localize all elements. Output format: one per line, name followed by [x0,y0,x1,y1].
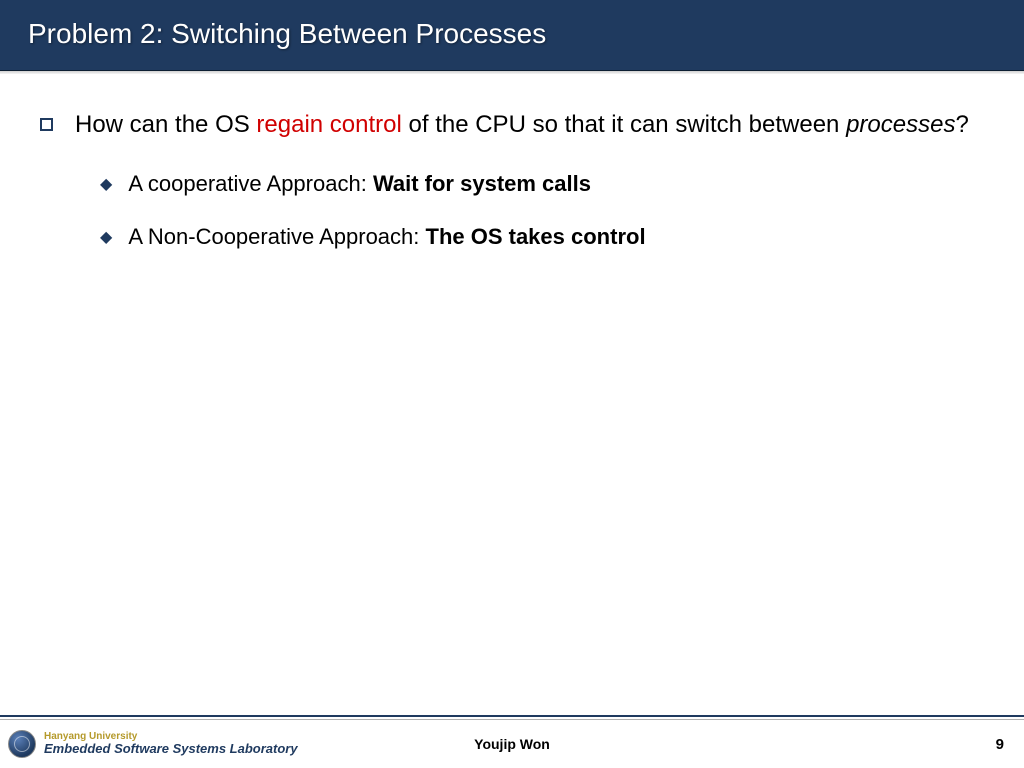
page-number: 9 [996,736,1004,753]
text-segment: of the CPU so that it can switch between [402,111,846,138]
slide-title: Problem 2: Switching Between Processes [0,0,1024,71]
text-segment: A cooperative Approach: [128,171,373,196]
text-segment: A Non-Cooperative Approach: [128,224,425,249]
text-highlight-red: regain control [256,111,401,138]
slide-content: How can the OS regain control of the CPU… [0,74,1024,715]
footer-author: Youjip Won [474,736,550,752]
square-bullet-icon [40,118,53,131]
bullet-level2: ◆ A cooperative Approach: Wait for syste… [100,166,984,201]
text-segment: ? [955,111,968,138]
diamond-bullet-icon: ◆ [100,172,112,198]
diamond-bullet-icon: ◆ [100,225,112,251]
text-bold: Wait for system calls [373,171,591,196]
slide-footer: Hanyang University Embedded Software Sys… [0,720,1024,768]
text-italic: processes [846,111,955,138]
text-bold: The OS takes control [426,224,646,249]
bullet-text: A cooperative Approach: Wait for system … [128,166,591,201]
logo-text: Hanyang University Embedded Software Sys… [44,731,298,756]
slide: Problem 2: Switching Between Processes H… [0,0,1024,768]
text-segment: How can the OS [75,111,256,138]
lab-name: Embedded Software Systems Laboratory [44,742,298,756]
bullet-level1: How can the OS regain control of the CPU… [40,102,984,148]
footer-logo-block: Hanyang University Embedded Software Sys… [8,730,298,758]
university-seal-icon [8,730,36,758]
bullet-text: A Non-Cooperative Approach: The OS takes… [128,219,645,254]
bullet-text: How can the OS regain control of the CPU… [75,102,984,148]
bullet-level2: ◆ A Non-Cooperative Approach: The OS tak… [100,219,984,254]
